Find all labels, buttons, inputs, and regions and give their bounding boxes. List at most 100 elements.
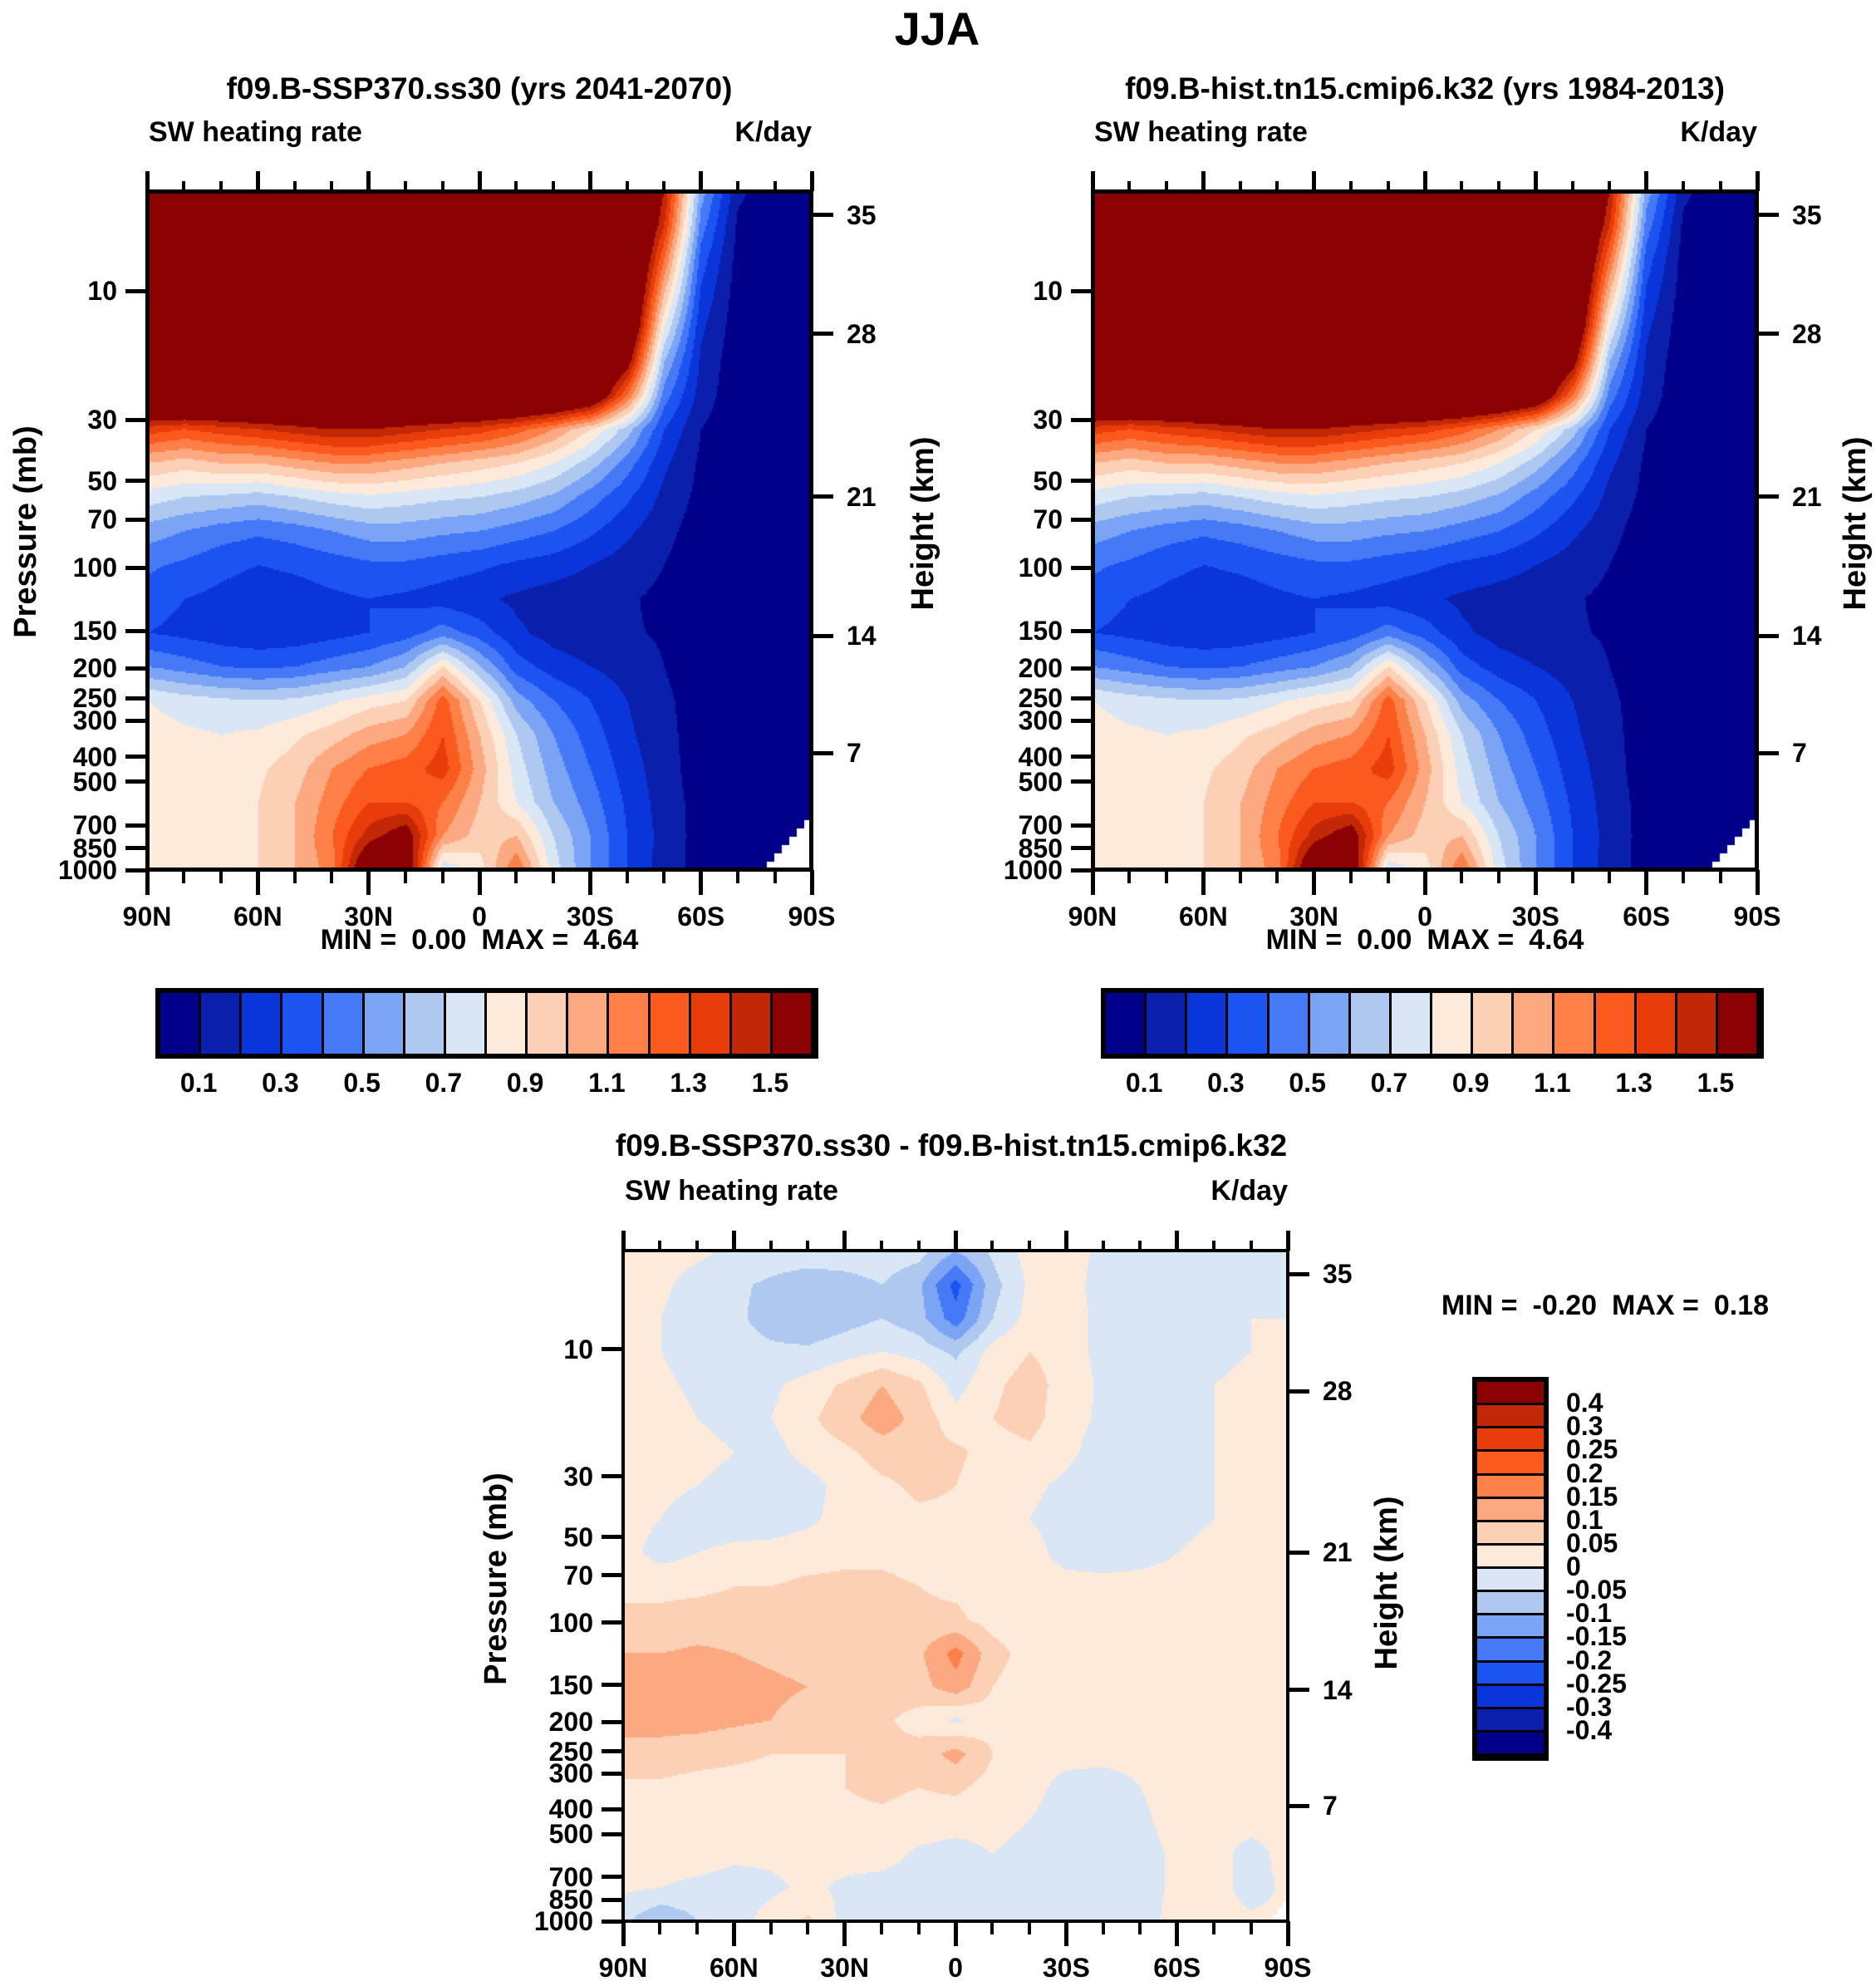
- lat-tick-label: 30S: [566, 902, 614, 932]
- height-tick-label: 35: [1792, 199, 1822, 230]
- lat-tick-bottom: [695, 1921, 699, 1934]
- lat-tick-top: [1533, 171, 1538, 191]
- colorbar-h-label: 0.1: [179, 1068, 218, 1098]
- pressure-tick: [1071, 718, 1093, 723]
- colorbar-cell: [1477, 1708, 1544, 1730]
- lat-tick-top: [551, 181, 555, 191]
- colorbar-cell: [1477, 1639, 1544, 1660]
- colorbar-cell: [323, 993, 362, 1054]
- lat-tick-top: [731, 1231, 736, 1251]
- pressure-tick-label: 250: [1018, 683, 1063, 714]
- lat-tick-bottom: [1460, 870, 1464, 883]
- height-tick: [1757, 750, 1779, 755]
- lat-tick-bottom: [1644, 870, 1649, 895]
- lat-tick-bottom: [1275, 870, 1279, 883]
- pressure-tick-label: 250: [72, 683, 117, 714]
- lat-tick-bottom: [1201, 870, 1206, 895]
- lat-tick-top: [773, 181, 777, 191]
- max-value: 0.18: [1713, 1290, 1770, 1321]
- lat-tick-top: [404, 181, 408, 191]
- pressure-tick: [602, 1749, 623, 1754]
- lat-tick-top: [658, 1241, 662, 1251]
- height-tick: [812, 750, 833, 755]
- colorbar-cell: [1477, 1592, 1544, 1614]
- colorbar-v-label: -0.25: [1566, 1668, 1627, 1698]
- pressure-tick-label: 300: [548, 1758, 593, 1789]
- lat-tick-bottom: [1496, 870, 1500, 883]
- max-value: 4.64: [1529, 924, 1584, 956]
- height-tick: [1757, 633, 1779, 638]
- lat-tick-bottom: [731, 1921, 736, 1946]
- lat-tick-top: [1312, 171, 1317, 191]
- height-tick: [812, 213, 833, 218]
- lat-tick-top: [1682, 181, 1686, 191]
- pressure-tick-label: 850: [72, 833, 117, 863]
- colorbar-cell: [1473, 993, 1512, 1054]
- min-value: 0.00: [1357, 924, 1412, 956]
- pressure-tick: [602, 1806, 623, 1811]
- lat-tick-top: [1755, 171, 1760, 191]
- lat-tick-top: [699, 171, 704, 191]
- height-tick: [1757, 494, 1779, 499]
- pressure-tick-label: 150: [1018, 616, 1063, 646]
- lat-tick-label: 60S: [1623, 902, 1671, 932]
- colorbar-cell: [1477, 1521, 1544, 1543]
- pressure-tick-label: 30: [563, 1461, 593, 1492]
- lat-tick-bottom: [1312, 870, 1317, 895]
- colorbar-cell: [528, 993, 567, 1054]
- lat-tick-top: [1164, 181, 1168, 191]
- colorbar-v-label: -0.05: [1566, 1575, 1627, 1605]
- pressure-tick: [602, 1683, 623, 1688]
- lat-tick-label: 0: [948, 1953, 963, 1981]
- height-tick-label: 7: [1792, 738, 1807, 769]
- height-tick-label: 28: [847, 318, 877, 349]
- colorbar-cell: [1677, 993, 1716, 1054]
- height-tick: [1288, 1389, 1309, 1394]
- min-label: MIN =: [1441, 1290, 1518, 1321]
- colorbar-h-label: 0.7: [1370, 1068, 1408, 1098]
- pressure-tick: [1071, 517, 1093, 522]
- lat-tick-top: [1212, 1241, 1216, 1251]
- pressure-tick-label: 500: [1018, 766, 1063, 797]
- pressure-tick: [125, 479, 147, 484]
- pressure-tick-label: 1000: [533, 1906, 593, 1936]
- lat-tick-label: 30N: [344, 902, 394, 932]
- lat-tick-label: 60S: [677, 902, 725, 932]
- pressure-tick: [1071, 779, 1093, 784]
- pressure-tick-label: 200: [1018, 653, 1063, 684]
- lat-tick-bottom: [1608, 870, 1612, 883]
- pressure-tick: [1071, 868, 1093, 873]
- lat-tick-bottom: [1285, 1921, 1290, 1946]
- lat-tick-top: [1063, 1231, 1068, 1251]
- min-value: -0.20: [1532, 1290, 1598, 1321]
- lat-tick-bottom: [880, 1921, 884, 1934]
- panel-diff-title: f09.B-SSP370.ss30 - f09.B-hist.tn15.cmip…: [615, 1128, 1288, 1163]
- lat-tick-bottom: [1570, 870, 1574, 883]
- lat-tick-top: [1718, 181, 1722, 191]
- colorbar-horizontal: [155, 988, 818, 1059]
- lat-tick-top: [621, 1231, 626, 1251]
- lat-tick-bottom: [404, 870, 408, 883]
- lat-tick-bottom: [1386, 870, 1390, 883]
- lat-tick-bottom: [699, 870, 704, 895]
- lat-tick-top: [255, 171, 260, 191]
- pressure-tick: [602, 1897, 623, 1902]
- lat-tick-bottom: [1090, 870, 1095, 895]
- height-axis-label-top-right: Height (km): [1838, 436, 1873, 611]
- lat-tick-top: [662, 181, 666, 191]
- height-tick-label: 21: [1792, 481, 1822, 512]
- pressure-tick: [602, 1719, 623, 1724]
- colorbar-h-label: 0.3: [262, 1068, 299, 1098]
- lat-tick-top: [953, 1231, 958, 1251]
- lat-tick-bottom: [1164, 870, 1168, 883]
- pressure-tick: [125, 666, 147, 671]
- lat-tick-top: [1201, 171, 1206, 191]
- colorbar-v-label: -0.1: [1566, 1598, 1613, 1629]
- lat-tick-label: 90S: [1733, 902, 1781, 932]
- pressure-tick-label: 50: [87, 465, 117, 496]
- height-tick-label: 14: [1323, 1674, 1353, 1705]
- lat-tick-top: [145, 171, 150, 191]
- height-tick-label: 35: [847, 199, 877, 230]
- pressure-tick: [125, 868, 147, 873]
- lat-tick-bottom: [477, 870, 482, 895]
